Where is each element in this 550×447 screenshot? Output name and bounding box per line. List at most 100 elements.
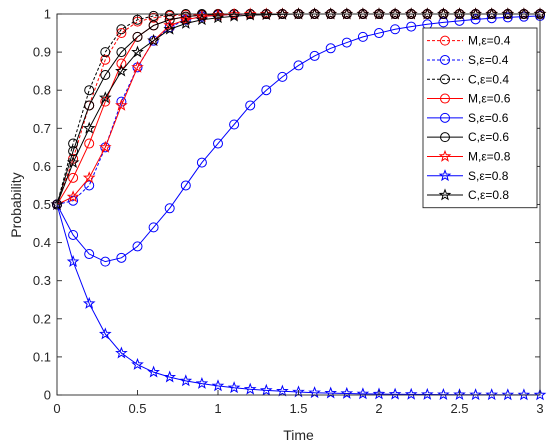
y-tick-label: 0.7	[33, 121, 51, 136]
data-point	[469, 388, 482, 401]
data-point	[100, 54, 111, 65]
data-point	[163, 18, 177, 31]
data-point	[68, 138, 79, 149]
data-point	[116, 58, 127, 69]
data-point	[148, 222, 159, 233]
data-point	[163, 22, 177, 35]
data-point	[100, 256, 111, 267]
data-point	[356, 7, 370, 20]
data-point	[82, 171, 96, 184]
y-tick-label: 0.9	[33, 45, 51, 60]
data-point	[453, 388, 466, 401]
legend: M,ε=0.4 S,ε=0.4 C,ε=0.4 M,ε=0.6 S,ε=0.6 C,ε=0…	[422, 27, 538, 209]
data-point	[213, 138, 223, 149]
data-point	[84, 138, 95, 149]
data-point	[211, 11, 225, 24]
data-point	[131, 60, 144, 73]
legend-item: C,ε=0.8	[427, 188, 509, 202]
y-tick-label: 0.8	[33, 83, 51, 98]
data-point	[84, 85, 95, 96]
data-point	[501, 388, 515, 401]
y-tick-label: 0.4	[33, 235, 51, 250]
legend-marker	[440, 54, 450, 65]
data-point	[229, 119, 240, 130]
data-point	[227, 381, 241, 394]
data-point	[293, 60, 304, 71]
data-point	[98, 91, 112, 104]
data-point	[340, 386, 354, 399]
data-point	[372, 387, 386, 400]
data-point	[131, 45, 144, 58]
data-point	[132, 241, 143, 252]
data-point	[82, 296, 96, 309]
data-point	[324, 7, 338, 20]
data-point	[164, 203, 175, 214]
y-axis-title: Probability	[8, 172, 24, 237]
data-point	[148, 20, 159, 31]
data-point	[470, 14, 481, 25]
data-point	[115, 346, 128, 359]
data-point	[148, 10, 159, 21]
x-axis: 0 0.5 1 1.5 2 2.5 3	[53, 14, 544, 416]
data-point	[66, 155, 80, 168]
data-point	[259, 8, 273, 21]
data-point	[115, 64, 128, 77]
data-point	[438, 17, 449, 28]
legend-marker	[438, 169, 452, 182]
legend-label: S,ε=0.4	[468, 53, 509, 67]
data-point	[437, 7, 450, 20]
data-point	[179, 13, 193, 26]
legend-item: S,ε=0.4	[427, 53, 509, 67]
data-point	[356, 387, 370, 400]
y-tick-label: 1	[44, 7, 51, 22]
data-point	[276, 384, 289, 397]
legend-marker	[440, 35, 450, 46]
data-point	[276, 7, 289, 20]
data-point	[68, 146, 79, 157]
x-tick-label: 1.5	[289, 401, 307, 416]
data-point	[406, 21, 417, 32]
x-axis-title: Time	[283, 427, 314, 443]
data-point	[388, 7, 402, 20]
data-point	[341, 37, 352, 48]
legend-label: C,ε=0.4	[468, 72, 509, 86]
data-point	[98, 327, 112, 340]
data-point	[259, 383, 273, 396]
y-tick-label: 0.5	[33, 197, 51, 212]
data-point	[261, 85, 272, 96]
y-tick-label: 0.6	[33, 159, 51, 174]
legend-marker	[440, 74, 450, 85]
data-point	[404, 387, 418, 400]
legend-marker	[438, 149, 452, 162]
legend-item: S,ε=0.6	[427, 111, 509, 125]
legend-item: C,ε=0.4	[427, 72, 509, 86]
data-point	[195, 10, 209, 23]
legend-label: C,ε=0.8	[468, 188, 509, 202]
data-point	[390, 24, 401, 35]
data-point	[388, 387, 402, 400]
series-line	[56, 13, 540, 205]
data-point	[115, 98, 128, 111]
data-point	[485, 7, 499, 20]
data-point	[68, 172, 79, 183]
data-point	[437, 387, 450, 400]
x-tick-label: 1	[214, 401, 221, 416]
data-point	[404, 7, 418, 20]
y-tick-label: 0.1	[33, 349, 51, 364]
legend-label: C,ε=0.6	[468, 130, 509, 144]
data-point	[196, 157, 207, 168]
legend-item: C,ε=0.6	[427, 130, 509, 144]
data-point	[131, 357, 144, 370]
data-point	[533, 388, 547, 401]
data-point	[485, 388, 499, 401]
x-tick-label: 2	[375, 401, 382, 416]
data-point	[501, 7, 515, 20]
series-line	[56, 15, 541, 263]
data-point	[195, 13, 209, 26]
data-point	[309, 50, 320, 61]
legend-item: M,ε=0.4	[427, 34, 511, 48]
legend-label: M,ε=0.6	[468, 92, 511, 106]
y-axis: 0 0.1 0.2 0.3 0.4 0.5 0.6 0.7 0.8 0.9 1	[33, 7, 540, 403]
legend-label: S,ε=0.8	[468, 169, 509, 183]
